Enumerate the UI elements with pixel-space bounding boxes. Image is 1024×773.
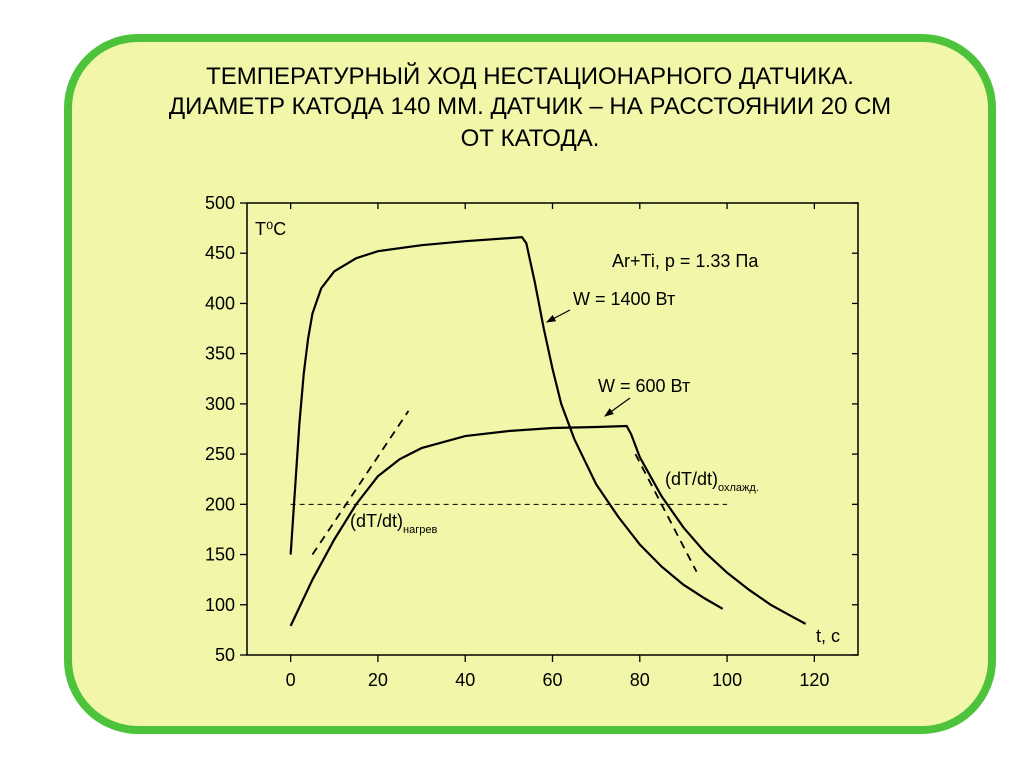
annotation-sub: нагрев (403, 524, 437, 536)
y-tick-label: 300 (205, 394, 235, 414)
annotation: W = 1400 Вт (573, 289, 675, 309)
y-tick-label: 50 (215, 645, 235, 665)
y-tick-label: 400 (205, 293, 235, 313)
annotation-main: (dT/dt) (665, 469, 718, 489)
y-tick-label: 100 (205, 595, 235, 615)
panel (64, 34, 996, 734)
x-tick-label: 20 (368, 670, 388, 690)
y-tick-label: 450 (205, 243, 235, 263)
data-line (289, 236, 724, 610)
x-tick-label: 0 (286, 670, 296, 690)
tangent-line (311, 410, 410, 556)
x-tick-label: 60 (542, 670, 562, 690)
x-tick-label: 100 (712, 670, 742, 690)
y-tick-label: 350 (205, 344, 235, 364)
annotation: (dT/dt)охлажд. (665, 469, 759, 494)
annotation: (dT/dt)нагрев (350, 511, 437, 536)
annotation: W = 600 Вт (598, 376, 690, 396)
x-axis-label: t, с (816, 626, 840, 646)
arrow (545, 309, 571, 323)
data-line (289, 424, 807, 627)
annotation-main: (dT/dt) (350, 511, 403, 531)
annotation: Ar+Ti, p = 1.33 Па (612, 251, 759, 271)
y-tick-label: 250 (205, 444, 235, 464)
y-tick-label: 200 (205, 494, 235, 514)
x-tick-label: 120 (799, 670, 829, 690)
x-tick-label: 40 (455, 670, 475, 690)
y-tick-label: 500 (205, 193, 235, 213)
annotation-sub: охлажд. (718, 482, 759, 494)
y-tick-label: 150 (205, 545, 235, 565)
title-line: ОТ КАТОДА. (461, 125, 600, 152)
title-line: ТЕМПЕРАТУРНЫЙ ХОД НЕСТАЦИОНАРНОГО ДАТЧИК… (206, 62, 854, 90)
title-line: ДИАМЕТР КАТОДА 140 ММ. ДАТЧИК – НА РАССТ… (169, 93, 891, 120)
arrow (604, 397, 631, 417)
x-tick-label: 80 (630, 670, 650, 690)
y-axis-label: T⁰C (255, 219, 286, 239)
